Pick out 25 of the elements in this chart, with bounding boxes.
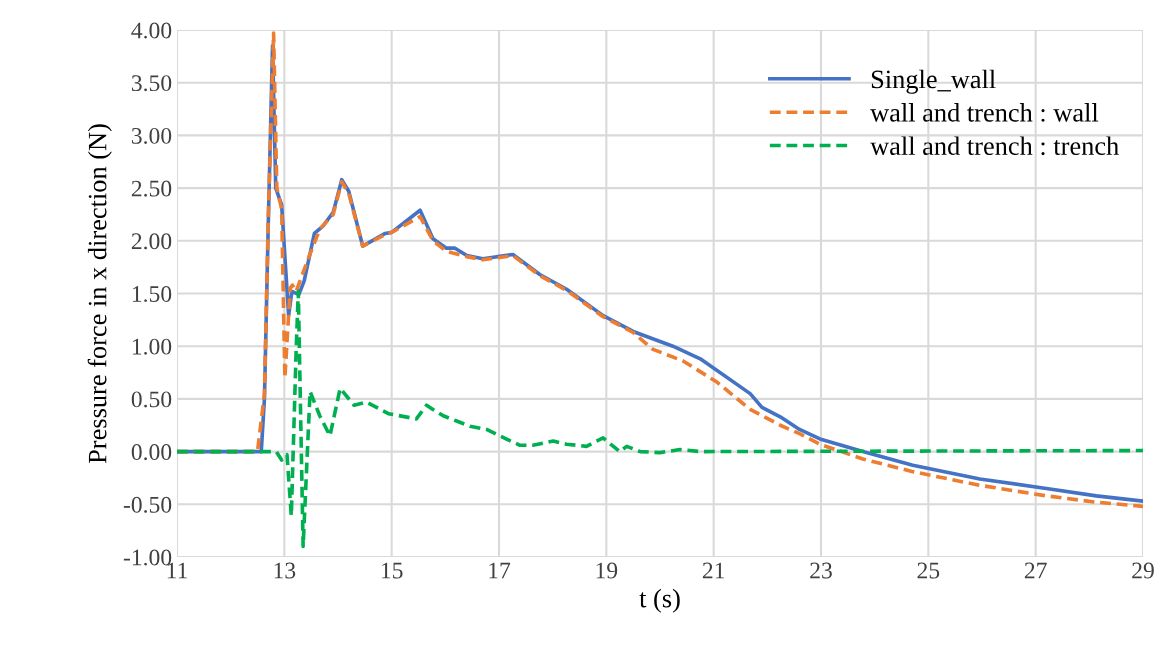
legend-label: wall and trench : trench	[870, 136, 1119, 156]
y-tick-label: 1.00	[132, 338, 172, 355]
y-tick-label: 4.00	[131, 22, 172, 39]
y-axis-title: Pressure force in x direction (N)	[87, 124, 112, 464]
x-tick-label: 29	[1132, 562, 1154, 579]
y-tick-label: 3.50	[131, 75, 172, 92]
y-tick-label: 3.00	[131, 127, 172, 144]
x-tick-label: 13	[274, 562, 296, 579]
x-tick-label: 17	[489, 562, 511, 579]
y-tick-label: 2.00	[131, 233, 172, 250]
y-tick-label: 1.50	[132, 285, 172, 303]
y-tick-label: 0.00	[131, 444, 172, 461]
y-tick-label: 0.50	[131, 391, 172, 408]
x-tick-label: 23	[810, 562, 832, 579]
x-tick-label: 21	[702, 562, 725, 579]
line-series	[177, 289, 1143, 549]
x-tick-label: 15	[381, 562, 403, 579]
y-tick-label: -0.50	[123, 496, 172, 513]
y-tick-label: 2.50	[131, 180, 172, 197]
x-tick-label: 27	[1024, 562, 1047, 579]
x-axis-title: t (s)	[639, 588, 680, 613]
legend-label: Single_wall	[871, 69, 996, 94]
x-tick-label: 19	[596, 562, 618, 579]
legend-label: wall and trench : wall	[870, 103, 1099, 122]
x-tick-label: 25	[917, 562, 940, 579]
